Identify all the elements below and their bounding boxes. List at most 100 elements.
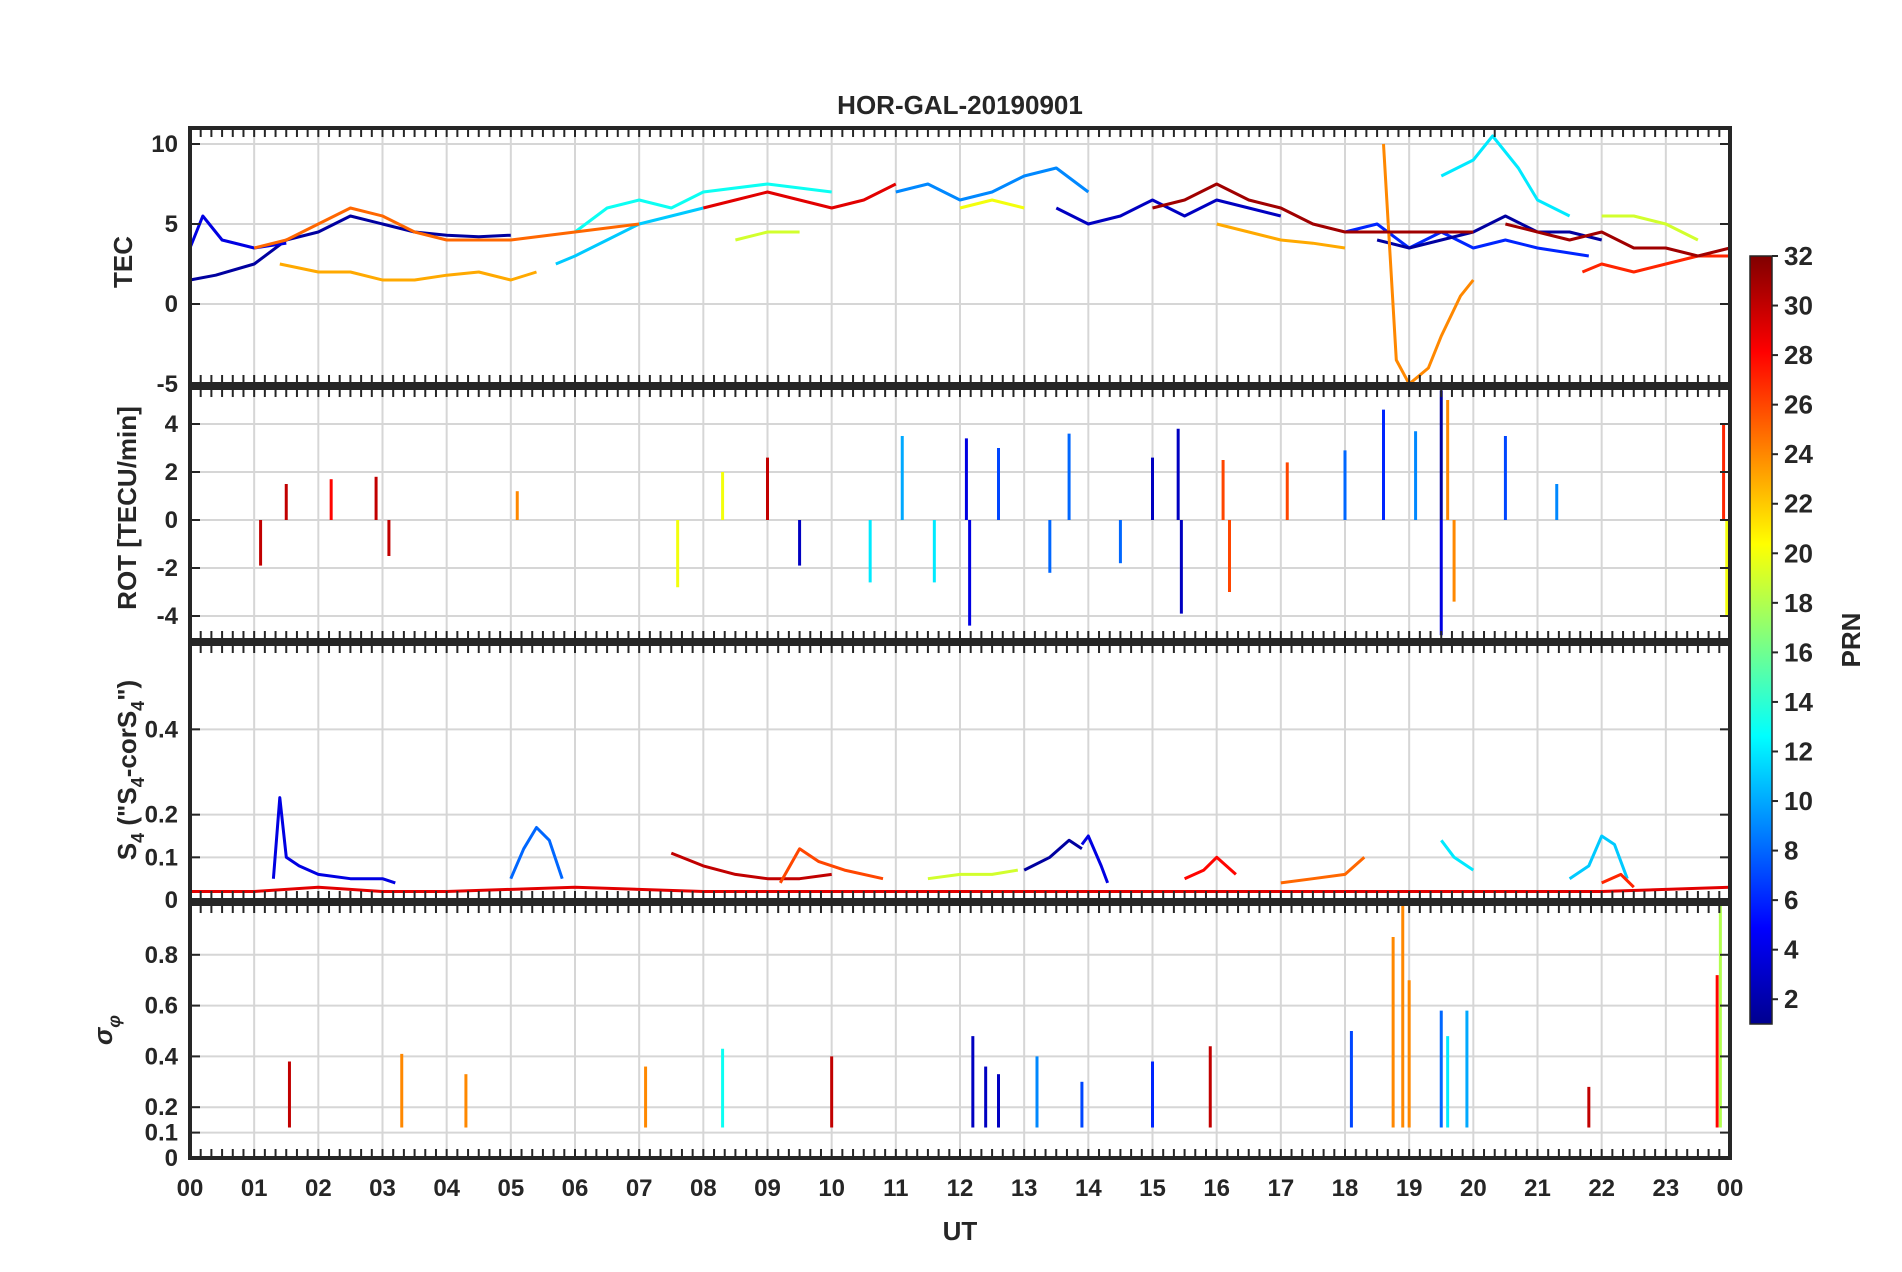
s4-series-prn27 — [1601, 872, 1635, 889]
tec-series-prn11 — [555, 206, 704, 266]
s4-y-tick-label: 0.4 — [145, 716, 179, 743]
tec-series-prn12 — [1440, 134, 1571, 218]
chart-title: HOR-GAL-20190901 — [837, 90, 1083, 120]
x-tick-label: 11 — [883, 1175, 908, 1202]
tec-series-prn23 — [279, 262, 537, 282]
x-tick-label: 16 — [1203, 1175, 1230, 1202]
x-tick-label: 06 — [562, 1175, 589, 1202]
x-tick-label: 19 — [1396, 1175, 1423, 1202]
x-tick-label: 01 — [241, 1175, 268, 1202]
s4-series-prn2 — [1023, 838, 1083, 872]
colorbar-tick-label: 20 — [1784, 538, 1813, 568]
sigma_phi-y-tick-label: 0.6 — [145, 993, 178, 1020]
rot-y-tick-label: -2 — [157, 555, 178, 582]
tec-series-prn29 — [702, 182, 897, 210]
s4-y-tick-label: 0 — [165, 887, 178, 914]
s4-y-tick-label: 0.1 — [145, 844, 178, 871]
x-tick-label: 04 — [433, 1175, 460, 1202]
tec-series-prn25 — [253, 206, 640, 250]
sigma_phi-y-tick-label: 0 — [165, 1145, 178, 1172]
x-tick-label: 03 — [369, 1175, 396, 1202]
x-tick-label: 12 — [947, 1175, 974, 1202]
colorbar-tick-label: 14 — [1784, 687, 1813, 717]
colorbar-tick-label: 8 — [1784, 836, 1798, 866]
x-tick-label: 20 — [1460, 1175, 1487, 1202]
tec-series-prn31 — [1505, 222, 1731, 258]
colorbar-tick-label: 32 — [1784, 241, 1813, 271]
sigma_phi-y-tick-label: 0.8 — [145, 942, 178, 969]
s4-y-tick-label: 0.2 — [145, 802, 178, 829]
x-tick-label: 13 — [1011, 1175, 1038, 1202]
s4-series-prn19 — [927, 868, 1019, 881]
sigma_phi-y-tick-label: 0.1 — [145, 1120, 178, 1147]
tec-series-prn19 — [1601, 214, 1699, 242]
x-tick-label: 15 — [1139, 1175, 1166, 1202]
rot-y-tick-label: 0 — [165, 507, 178, 534]
tec-series-prn31 — [1152, 182, 1474, 234]
s4-series-prn4 — [271, 796, 396, 885]
s4-series-prn8 — [509, 826, 564, 880]
rot-ylabel: ROT [TECU/min] — [112, 406, 142, 610]
x-tick-label: 08 — [690, 1175, 717, 1202]
sigma-phi-panel: 00.10.2 0.4 0.6 0.8 — [145, 902, 1732, 1172]
s4-series-prn12 — [1440, 839, 1475, 872]
tec-series-prn13 — [574, 182, 832, 234]
colorbar-tick-label: 6 — [1784, 885, 1798, 915]
colorbar — [1749, 255, 1773, 1025]
s4-series-prn28 — [1183, 855, 1237, 881]
s4-series-prn25 — [1280, 856, 1366, 885]
tec-series-prn24 — [1382, 143, 1475, 386]
x-tick-label: 18 — [1332, 1175, 1359, 1202]
tec-series-prn6 — [1344, 222, 1590, 258]
x-axis-label: UT — [943, 1216, 978, 1246]
tec-series-prn20 — [959, 198, 1025, 210]
s4-series-prn26 — [778, 847, 884, 884]
tec-series-prn23 — [1216, 222, 1346, 250]
s4-series-prn11 — [1568, 834, 1629, 880]
colorbar-tick-label: 30 — [1784, 291, 1813, 321]
x-tick-label: 00 — [177, 1175, 204, 1202]
tec-panel: -5 0 5 10 — [151, 126, 1732, 398]
tec-ylabel: TEC — [108, 236, 138, 288]
colorbar-tick-label: 4 — [1784, 935, 1799, 965]
x-tick-label: 21 — [1524, 1175, 1551, 1202]
sigma_phi-y-tick-label: 0.4 — [145, 1043, 179, 1070]
tec-series-prn2 — [1376, 214, 1603, 250]
colorbar-tick-label: 10 — [1784, 786, 1813, 816]
colorbar-tick-label: 16 — [1784, 637, 1813, 667]
colorbar-tick-label: 18 — [1784, 588, 1813, 618]
tec-series-prn19 — [735, 230, 800, 242]
sigma_phi-y-tick-label: 0.2 — [145, 1094, 178, 1121]
x-tick-label: 09 — [754, 1175, 781, 1202]
s4-series-prn4 — [1080, 834, 1110, 884]
x-tick-label: 02 — [305, 1175, 332, 1202]
x-tick-label: 22 — [1588, 1175, 1615, 1202]
tec-series-prn3 — [1055, 198, 1282, 226]
x-tick-label: 00 — [1717, 1175, 1744, 1202]
rot-y-tick-label: 2 — [165, 459, 178, 486]
x-tick-label: 05 — [497, 1175, 524, 1202]
colorbar-tick-label: 24 — [1784, 439, 1813, 469]
colorbar-tick-label: 26 — [1784, 390, 1813, 420]
tec-y-tick-label: 10 — [151, 131, 178, 158]
x-tick-label: 17 — [1267, 1175, 1294, 1202]
rot-y-tick-label: -4 — [157, 603, 179, 630]
x-tick-label: 07 — [626, 1175, 653, 1202]
x-tick-label: 14 — [1075, 1175, 1102, 1202]
colorbar-tick-label: 28 — [1784, 340, 1813, 370]
tec-series-prn9 — [895, 166, 1090, 202]
tec-series-prn2 — [189, 214, 511, 282]
colorbar-tick-label: 2 — [1784, 984, 1798, 1014]
x-tick-label: 23 — [1652, 1175, 1679, 1202]
rot-panel: -4 -2 0 2 4 — [157, 386, 1732, 642]
rot-y-tick-label: 4 — [165, 411, 179, 438]
s4-panel: 0 0.1 0.2 0.4 — [145, 642, 1732, 914]
x-axis-ticks: 00 01 02 03 04 05 06 07 08 09 10 11 12 13 14 15 16 17 18 19… — [177, 1175, 1744, 1202]
colorbar-label: PRN — [1836, 613, 1866, 668]
colorbar-tick-label: 22 — [1784, 489, 1813, 519]
tec-y-tick-label: 5 — [165, 211, 178, 238]
tec-y-tick-label: -5 — [157, 371, 178, 398]
s4-series-prn30 — [670, 851, 832, 881]
colorbar-tick-label: 12 — [1784, 736, 1813, 766]
